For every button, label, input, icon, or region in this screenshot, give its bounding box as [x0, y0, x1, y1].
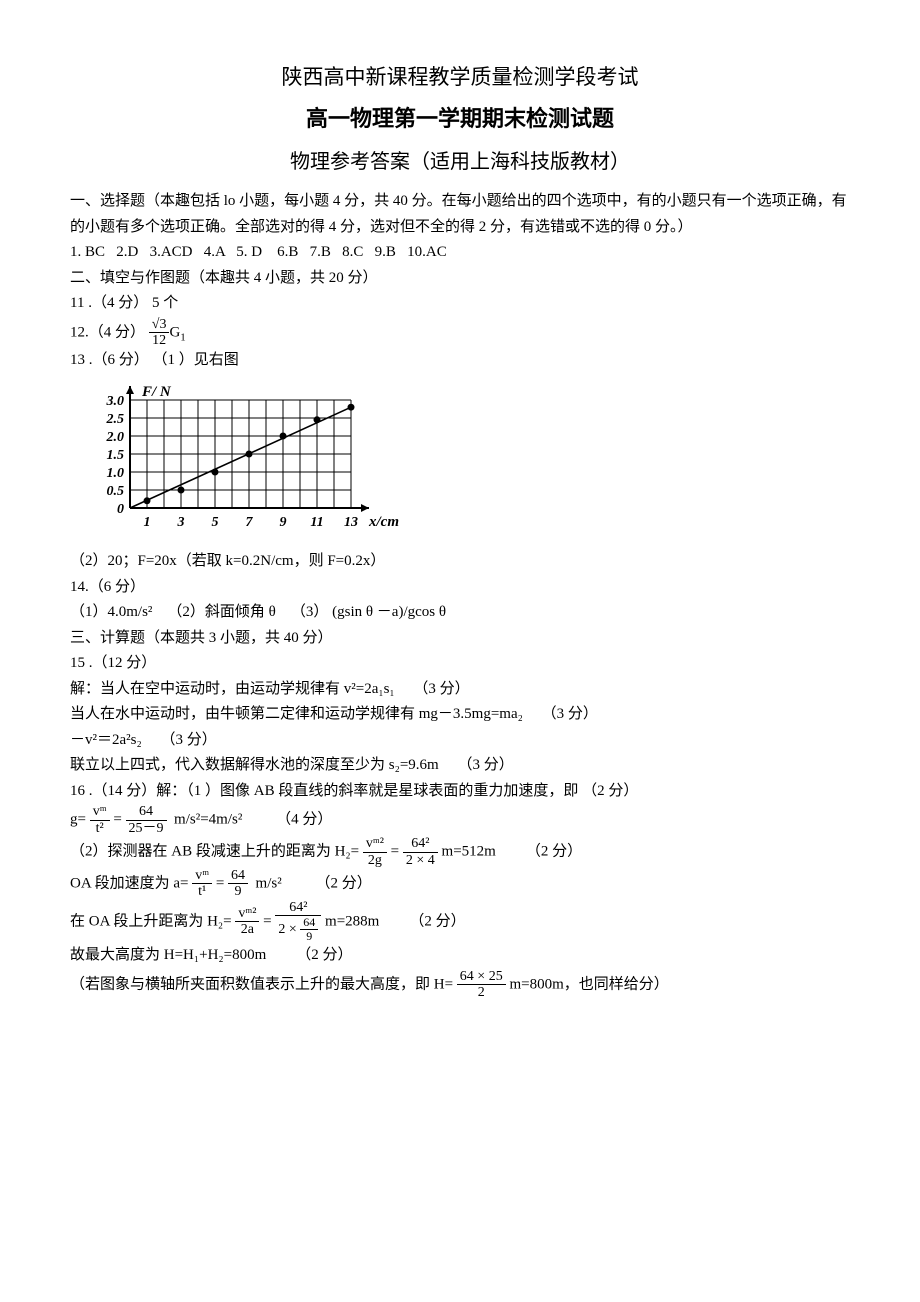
q16-oa-f1: vᵐt¹ — [192, 868, 212, 900]
q16-g: g= vᵐt² = 6425－9 m/s²=4m/s² （4 分） — [70, 804, 850, 836]
doc-title-3: 物理参考答案（适用上海科技版教材） — [70, 145, 850, 179]
section-c-heading: 三、计算题（本题共 3 小题，共 40 分） — [70, 626, 850, 652]
svg-text:1.0: 1.0 — [107, 466, 125, 481]
svg-text:7: 7 — [246, 515, 254, 530]
q16-alt-prefix: （若图象与横轴所夹面积数值表示上升的最大高度，即 H= — [70, 976, 453, 992]
svg-text:3.0: 3.0 — [106, 394, 125, 409]
section-a-heading: 一、选择题（本趣包括 lo 小题，每小题 4 分，共 40 分。在每小题给出的四… — [70, 189, 850, 240]
svg-text:9: 9 — [280, 515, 287, 530]
svg-text:0: 0 — [117, 502, 124, 517]
q15-l1: 解：当人在空中运动时，由运动学规律有 v²=2a₁s₁ （3 分） — [70, 677, 850, 703]
q16-alt-frac: 64 × 252 — [457, 969, 506, 1001]
q16-oa-f2: 649 — [228, 868, 248, 900]
q16-oa2-suffix: m=288m （2 分） — [325, 913, 466, 929]
q16-p2: （2）探测器在 AB 段减速上升的距离为 H₂= vᵐ²2g = 64²2 × … — [70, 836, 850, 868]
q12-sub: 1 — [180, 331, 186, 343]
q14-parts: （1）4.0m/s² （2）斜面倾角 θ （3） (gsin θ －a)/gco… — [70, 600, 850, 626]
q11: 11 .（4 分） 5 个 — [70, 291, 850, 317]
svg-text:2.0: 2.0 — [106, 430, 125, 445]
section-b-heading: 二、填空与作图题（本趣共 4 小题，共 20 分） — [70, 266, 850, 292]
q16-p2-f2: 64²2 × 4 — [403, 836, 438, 868]
svg-text:1.5: 1.5 — [107, 448, 125, 463]
q12-fraction: √3 12 — [149, 317, 170, 349]
svg-text:11: 11 — [310, 515, 323, 530]
doc-title-2: 高一物理第一学期期末检测试题 — [70, 100, 850, 137]
svg-text:5: 5 — [212, 515, 219, 530]
svg-text:0.5: 0.5 — [107, 484, 125, 499]
q15-l3: －v²＝2a²s₂ （3 分） — [70, 728, 850, 754]
q12-prefix: 12.（4 分） — [70, 324, 145, 340]
q16-oa-suffix: m/s² （2 分） — [252, 875, 372, 891]
q16-total: 故最大高度为 H=H₁+H₂=800m （2 分） — [70, 943, 850, 969]
q16-oa-prefix: OA 段加速度为 a= — [70, 875, 188, 891]
q14-line: 14.（6 分） — [70, 575, 850, 601]
chart-svg: 3.02.52.01.51.00.50135791113F/ Nx/cm — [90, 378, 401, 536]
q15-head: 15 .（12 分） — [70, 651, 850, 677]
q16-p2-f1: vᵐ²2g — [363, 836, 387, 868]
svg-text:F/ N: F/ N — [141, 384, 172, 400]
q16-oa: OA 段加速度为 a= vᵐt¹ = 649 m/s² （2 分） — [70, 868, 850, 900]
q16-oa2-f2: 64²2 × 649 — [275, 900, 321, 944]
q16-g-suffix: m/s²=4m/s² （4 分） — [170, 812, 332, 828]
q13-line: 13 .（6 分） （1 ）见右图 — [70, 348, 850, 374]
q16-oa-eq: = — [216, 875, 224, 891]
q16-g-f2: 6425－9 — [126, 804, 167, 836]
q16-oa2-f1: vᵐ²2a — [235, 906, 259, 938]
q16-head: 16 .（14 分）解：（1 ）图像 AB 段直线的斜率就是星球表面的重力加速度… — [70, 779, 850, 805]
force-chart: 3.02.52.01.51.00.50135791113F/ Nx/cm — [90, 378, 850, 546]
q16-alt-suffix: m=800m，也同样给分） — [509, 976, 668, 992]
svg-text:3: 3 — [177, 515, 185, 530]
q16-alt: （若图象与横轴所夹面积数值表示上升的最大高度，即 H= 64 × 252 m=8… — [70, 969, 850, 1001]
q12-den: 12 — [149, 333, 170, 348]
svg-text:2.5: 2.5 — [106, 412, 125, 427]
q16-oa2-prefix: 在 OA 段上升距离为 H₂= — [70, 913, 232, 929]
q12-suffix: G — [169, 324, 180, 340]
q16-g-f1: vᵐt² — [90, 804, 110, 836]
q16-p2-suffix: m=512m （2 分） — [442, 843, 583, 859]
svg-text:x/cm: x/cm — [368, 514, 399, 530]
q12-num: √3 — [149, 317, 170, 333]
section-a-answers: 1. BC 2.D 3.ACD 4.A 5. D 6.B 7.B 8.C 9.B… — [70, 240, 850, 266]
q16-g-prefix: g= — [70, 812, 86, 828]
q12: 12.（4 分） √3 12 G1 — [70, 317, 850, 349]
q13-part2: （2）20；F=20x（若取 k=0.2N/cm，则 F=0.2x） — [70, 549, 850, 575]
q16-g-eq: = — [113, 812, 121, 828]
q15-l4: 联立以上四式，代入数据解得水池的深度至少为 s₂=9.6m （3 分） — [70, 753, 850, 779]
doc-title-1: 陕西高中新课程教学质量检测学段考试 — [70, 60, 850, 96]
q16-oa2-eq: = — [263, 913, 271, 929]
q16-oa2: 在 OA 段上升距离为 H₂= vᵐ²2a = 64²2 × 649 m=288… — [70, 900, 850, 944]
q15-l2: 当人在水中运动时，由牛顿第二定律和运动学规律有 mg－3.5mg=ma₂ （3 … — [70, 702, 850, 728]
svg-text:1: 1 — [144, 515, 151, 530]
q16-p2-eq: = — [391, 843, 399, 859]
q16-p2-prefix: （2）探测器在 AB 段减速上升的距离为 H₂= — [70, 843, 359, 859]
svg-text:13: 13 — [344, 515, 358, 530]
